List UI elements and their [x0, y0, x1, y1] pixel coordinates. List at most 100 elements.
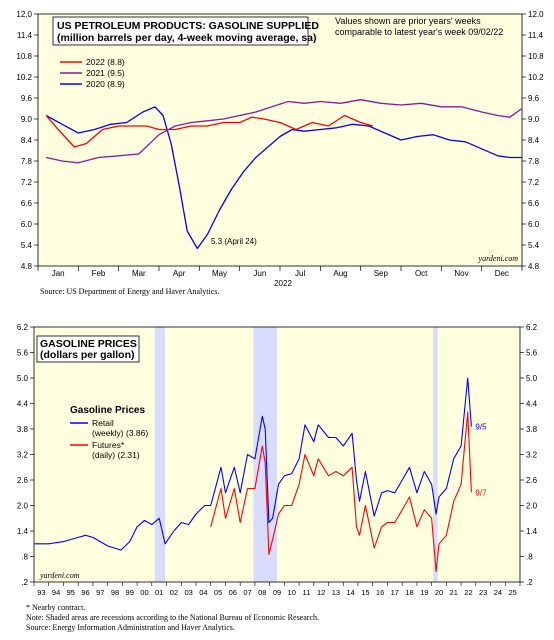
chart2-year-label: 14	[346, 588, 354, 597]
chart1-ytick-label-right: 12.0	[528, 10, 544, 19]
chart2-year-label: 97	[96, 588, 104, 597]
chart2-year-label: 95	[67, 588, 75, 597]
chart2-ytick-label-right: 3.2	[526, 451, 538, 460]
chart2-year-label: 09	[273, 588, 281, 597]
chart2-ytick-label-left: 2.6	[17, 476, 29, 485]
chart1-ytick-label-left: 4.8	[21, 262, 33, 271]
chart2-year-label: 94	[52, 588, 60, 597]
chart1-ytick-label-right: 8.4	[528, 136, 540, 145]
chart2-note-1: * Nearby contract.	[26, 603, 86, 612]
chart2-plot-bg	[34, 327, 520, 582]
chart2-ytick-label-left: 5.6	[17, 349, 29, 358]
chart2-end-label: 9/7	[475, 488, 487, 497]
chart2-ytick-label-left: 6.2	[17, 323, 29, 332]
chart1-ytick-label-right: 10.8	[528, 52, 544, 61]
chart1-month-label: Aug	[333, 269, 347, 278]
chart2-year-label: 24	[494, 588, 502, 597]
chart2-title: GASOLINE PRICES	[40, 338, 137, 350]
chart2-ytick-label-right: 4.4	[526, 400, 538, 409]
chart2-series-line	[34, 377, 472, 551]
chart2-year-label: 12	[317, 588, 325, 597]
chart2-year-label: 25	[508, 588, 516, 597]
chart2-note-2: Note: Shaded areas are recessions accord…	[26, 613, 319, 622]
chart2-year-label: 93	[37, 588, 45, 597]
chart2-year-label: 19	[420, 588, 428, 597]
chart1-ytick-label-left: 10.8	[16, 52, 32, 61]
chart2-ytick-label-right: 2.0	[526, 502, 538, 511]
chart2-ytick-label-right: 2.6	[526, 476, 538, 485]
chart1-ytick-label-left: 6.6	[21, 199, 33, 208]
chart1-ytick-label-left: 11.4	[17, 31, 33, 40]
chart2-year-label: 07	[243, 588, 251, 597]
chart1-note-line2: comparable to latest year's week 09/02/2…	[335, 27, 503, 37]
chart2-end-label: 9/5	[475, 422, 487, 431]
chart2-watermark: yardeni.com	[39, 571, 80, 580]
chart1-month-label: Dec	[495, 269, 509, 278]
chart2-ytick-label-left: 2.0	[17, 502, 29, 511]
chart1-ytick-label-right: 5.4	[528, 241, 540, 250]
chart2-plot-area	[33, 326, 521, 583]
chart1-ytick-label-right: 10.2	[528, 73, 544, 82]
chart1-legend-label: 2020 (8.9)	[86, 79, 125, 89]
chart1-ytick-label-left: 6.0	[21, 220, 33, 229]
chart1-ytick-label-right: 7.2	[528, 178, 540, 187]
chart1-month-label: Jan	[52, 269, 65, 278]
chart1-ytick-label-right: 6.6	[528, 199, 540, 208]
chart2-recession-band	[253, 327, 277, 582]
chart1-ytick-label-right: 9.0	[528, 115, 540, 124]
chart1-ytick-label-left: 9.6	[21, 94, 33, 103]
chart2-year-label: 15	[361, 588, 369, 597]
chart1-subtitle: (million barrels per day, 4-week moving …	[57, 32, 317, 44]
chart1-month-label: May	[212, 269, 227, 278]
chart1-month-label: Apr	[173, 269, 186, 278]
chart1-legend-label: 2022 (8.8)	[86, 57, 125, 67]
chart2-recession-band	[154, 327, 166, 582]
chart1-ytick-label-right: 7.8	[528, 157, 540, 166]
chart1-ytick-label-right: 11.4	[528, 31, 544, 40]
chart2-year-label: 18	[405, 588, 413, 597]
chart2-ytick-label-left: 3.8	[17, 425, 29, 434]
chart2-legend-sublabel: (daily) (2.31)	[92, 450, 140, 460]
chart2-ytick-label-right: 6.2	[526, 323, 538, 332]
chart1-ytick-label-right: 4.8	[528, 262, 540, 271]
chart2-series-line	[210, 411, 472, 572]
chart2-legend-label: Retail	[92, 418, 114, 428]
chart1-month-label: Nov	[454, 269, 468, 278]
chart1-ytick-label-left: 5.4	[21, 241, 33, 250]
chart2-ytick-label-right: 5.0	[526, 374, 538, 383]
chart1-source: Source: US Department of Energy and Have…	[40, 287, 220, 296]
chart2-recession-band	[433, 327, 438, 582]
chart1-series-line	[45, 106, 522, 250]
chart1-ytick-label-left: 9.0	[21, 115, 33, 124]
chart2-ytick-label-right: .2	[526, 578, 533, 587]
chart2-ytick-label-right: 5.6	[526, 349, 538, 358]
chart2-note-3: Source: Energy Information Administratio…	[26, 623, 235, 632]
chart2-year-label: 02	[170, 588, 178, 597]
chart2-title-box	[36, 335, 140, 363]
chart2-legend-title: Gasoline Prices	[70, 405, 145, 416]
chart2-year-label: 17	[391, 588, 399, 597]
chart2-year-label: 20	[435, 588, 443, 597]
chart1-title: US PETROLEUM PRODUCTS: GASOLINE SUPPLIED	[57, 20, 319, 32]
chart2-year-label: 23	[479, 588, 487, 597]
chart2-year-label: 22	[464, 588, 472, 597]
chart1-series-line	[45, 114, 373, 148]
chart2-year-label: 06	[229, 588, 237, 597]
chart1-ytick-label-left: 12.0	[16, 10, 32, 19]
chart1-title-box	[52, 16, 309, 46]
chart2-subtitle: (dollars per gallon)	[40, 349, 135, 361]
chart1-xlabel: 2022	[274, 279, 292, 288]
chart1-plot-area	[37, 13, 523, 267]
chart2-year-label: 99	[126, 588, 134, 597]
chart2-year-label: 13	[332, 588, 340, 597]
chart2-ytick-label-left: 3.2	[17, 451, 29, 460]
chart1-annotation: 5.3 (April 24)	[211, 237, 257, 246]
chart1-series-line	[45, 99, 523, 164]
chart2-year-label: 00	[140, 588, 148, 597]
chart1-month-label: Sep	[374, 269, 389, 278]
chart1-legend-label: 2021 (9.5)	[86, 68, 125, 78]
chart2-year-label: 98	[111, 588, 119, 597]
chart2-ytick-label-right: .8	[526, 553, 533, 562]
chart1-month-label: Mar	[132, 269, 146, 278]
chart2-year-label: 21	[450, 588, 458, 597]
